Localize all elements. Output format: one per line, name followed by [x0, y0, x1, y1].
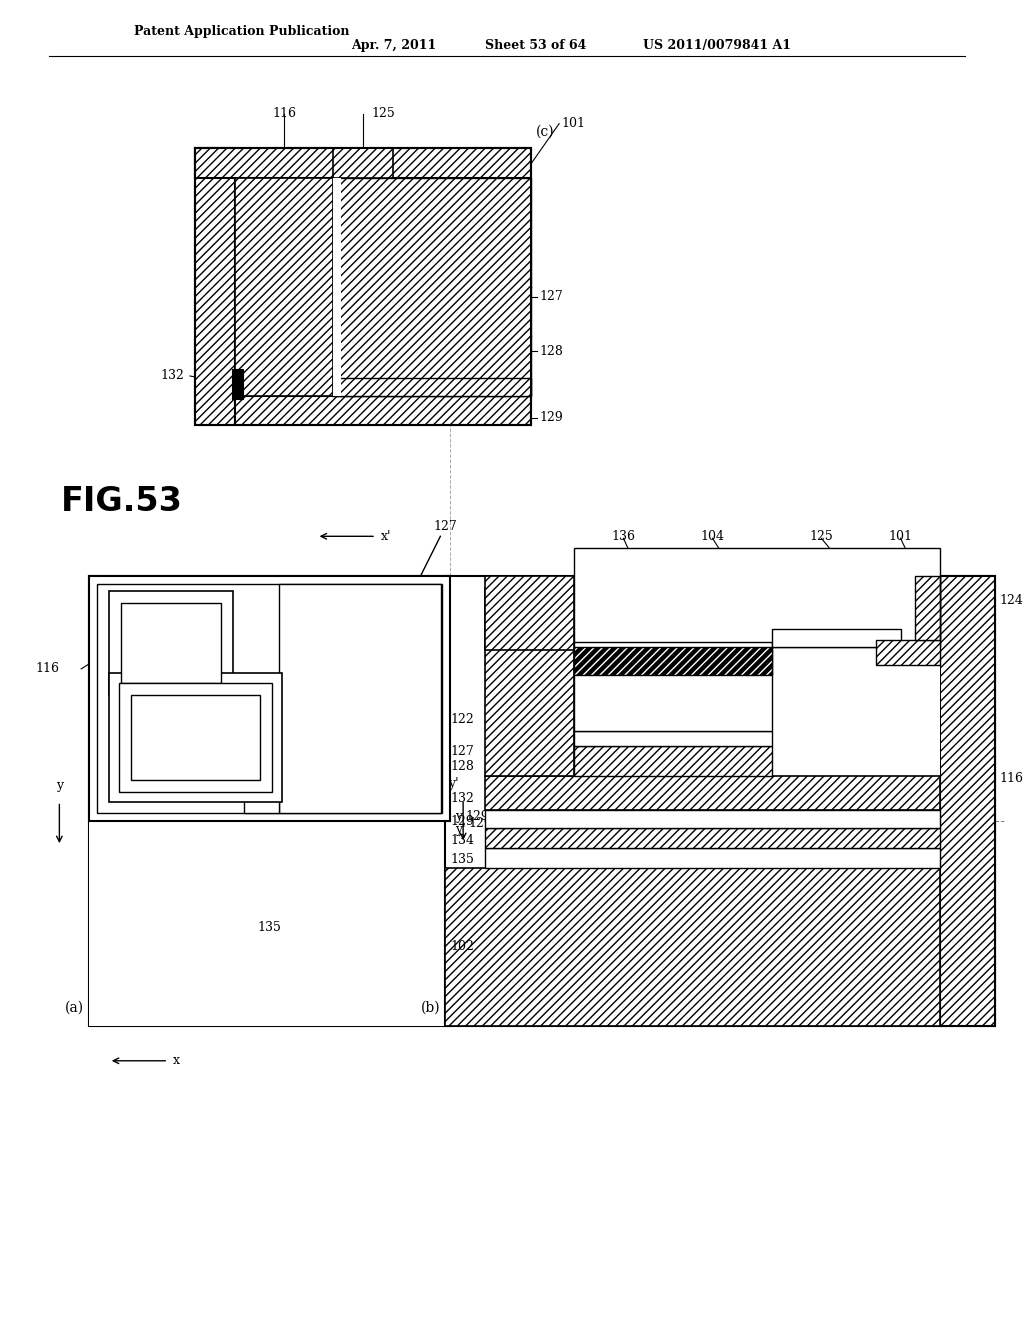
Bar: [485, 810, 940, 828]
Bar: [231, 370, 244, 399]
Bar: [485, 647, 940, 810]
Bar: [574, 647, 772, 675]
Text: (b): (b): [421, 1001, 440, 1014]
Bar: [574, 746, 772, 776]
Text: 101: 101: [561, 117, 585, 131]
Bar: [195, 148, 234, 425]
Text: (a): (a): [65, 1001, 84, 1014]
Bar: [109, 591, 232, 694]
Text: Patent Application Publication: Patent Application Publication: [133, 25, 349, 38]
Text: 134: 134: [451, 834, 474, 846]
Bar: [940, 576, 994, 1026]
Bar: [89, 576, 451, 1026]
Bar: [131, 694, 260, 780]
Text: y': y': [456, 822, 466, 836]
Text: 116: 116: [36, 663, 59, 676]
Bar: [195, 148, 531, 178]
Bar: [121, 603, 221, 682]
Text: 129: 129: [468, 817, 492, 830]
Text: x: x: [173, 1055, 180, 1068]
Text: Sheet 53 of 64: Sheet 53 of 64: [485, 40, 587, 51]
Text: y: y: [56, 779, 62, 792]
Text: 132: 132: [289, 697, 313, 710]
Text: 101: 101: [313, 634, 338, 647]
Bar: [334, 148, 393, 178]
Bar: [485, 776, 940, 810]
Bar: [97, 583, 442, 813]
Text: 101: 101: [889, 529, 912, 543]
Bar: [195, 148, 531, 425]
Bar: [89, 821, 451, 1026]
Text: 136: 136: [157, 735, 180, 748]
Bar: [445, 576, 994, 1026]
Text: Apr. 7, 2011: Apr. 7, 2011: [351, 40, 436, 51]
Bar: [485, 587, 574, 776]
Text: 129: 129: [465, 810, 488, 822]
Bar: [485, 847, 940, 867]
Text: 102: 102: [451, 940, 474, 953]
Bar: [485, 576, 574, 651]
Bar: [574, 643, 772, 731]
Bar: [915, 576, 940, 640]
Text: 132: 132: [161, 370, 184, 383]
Text: 116: 116: [272, 107, 296, 120]
Bar: [334, 178, 531, 396]
Text: 125: 125: [133, 648, 158, 661]
Text: y': y': [447, 776, 459, 789]
Text: US 2011/0079841 A1: US 2011/0079841 A1: [643, 40, 792, 51]
Bar: [445, 867, 940, 1026]
Bar: [109, 673, 282, 801]
Text: 135: 135: [257, 920, 282, 933]
Bar: [574, 731, 772, 746]
Text: 127: 127: [540, 290, 563, 304]
Text: 125: 125: [810, 529, 834, 543]
Text: 116: 116: [999, 772, 1023, 785]
Text: 124: 124: [166, 619, 190, 632]
Bar: [334, 178, 341, 396]
Text: 128: 128: [451, 760, 474, 774]
Text: 128: 128: [540, 345, 563, 358]
Bar: [89, 576, 451, 821]
Bar: [280, 583, 441, 813]
Text: 122: 122: [451, 713, 474, 726]
Bar: [234, 178, 334, 396]
Text: 125: 125: [371, 107, 395, 120]
Bar: [119, 682, 272, 792]
Text: 132: 132: [451, 792, 474, 805]
Text: 104: 104: [700, 529, 725, 543]
Text: FIG.53: FIG.53: [61, 486, 183, 519]
Text: 127: 127: [451, 744, 474, 758]
Text: 127: 127: [433, 520, 457, 533]
Bar: [245, 701, 280, 813]
Text: 129: 129: [540, 411, 563, 424]
Bar: [234, 396, 531, 425]
Text: y: y: [456, 810, 463, 822]
Text: x': x': [381, 529, 391, 543]
Bar: [772, 630, 900, 647]
Text: 129: 129: [451, 814, 474, 828]
Bar: [574, 548, 940, 647]
Bar: [876, 640, 940, 665]
Bar: [485, 828, 940, 847]
Text: 135: 135: [451, 854, 474, 866]
Text: 136: 136: [611, 529, 636, 543]
Bar: [334, 378, 531, 396]
Text: (c): (c): [537, 124, 555, 139]
Bar: [574, 647, 772, 675]
Text: 124: 124: [999, 594, 1023, 607]
